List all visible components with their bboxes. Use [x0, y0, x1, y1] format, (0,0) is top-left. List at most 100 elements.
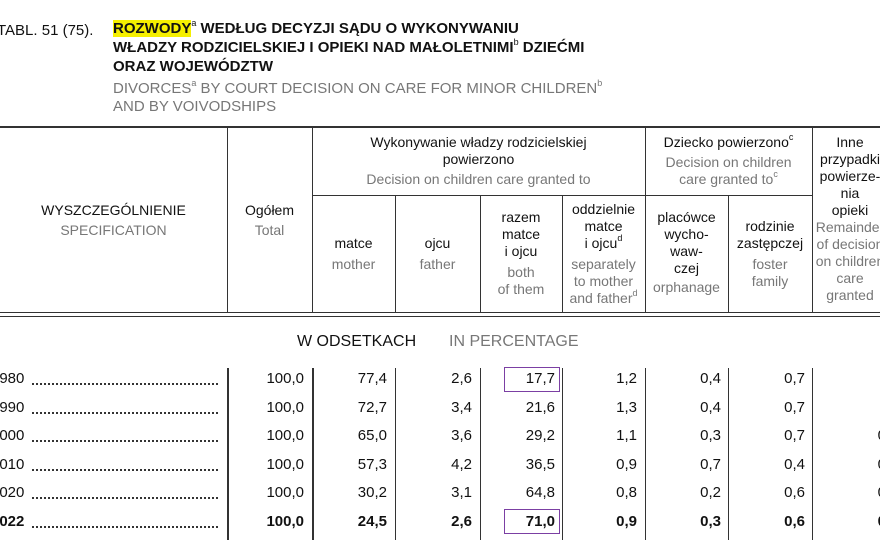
cell-value: 0: [806, 513, 880, 530]
header-text: matce: [584, 218, 623, 234]
title-highlight: ROZWODY: [113, 20, 192, 37]
header-text: of them: [497, 281, 545, 297]
header-text: placówce: [657, 209, 716, 225]
header-text: Remainder: [815, 219, 880, 235]
header-text: waw-: [670, 243, 703, 259]
header-text: i ojcud: [562, 234, 645, 252]
header-text: przypadki: [812, 151, 880, 168]
cell-value: 0,3: [700, 513, 721, 530]
header-text: foster: [728, 256, 812, 273]
header-text: separately: [562, 256, 645, 273]
header-text: wycho-: [645, 226, 728, 243]
title-pl-line2: WŁADZY RODZICIELSKIEJ I OPIEKI NAD MAŁOL…: [113, 37, 584, 57]
header-text: care: [812, 270, 880, 287]
header-text: mother: [312, 256, 395, 273]
header-text: family: [751, 273, 789, 289]
rule: [395, 195, 396, 313]
header-cell: Wykonywanie władzy rodzicielskiej powierz…: [312, 134, 645, 188]
header-text: i ojcu: [480, 243, 562, 260]
cell-value: 1,1: [616, 427, 637, 445]
rule: [312, 368, 314, 540]
cell-value: 0,7: [784, 427, 805, 445]
cell-value: 3,1: [451, 484, 472, 502]
cell-value: 1,2: [616, 370, 637, 387]
footnote-mark: b: [513, 37, 519, 47]
cell-value: 100,0: [266, 484, 304, 502]
cell-value: 72,7: [357, 398, 387, 416]
header-text: Inne: [812, 134, 880, 151]
section-title: W ODSETKACH: [297, 333, 417, 350]
leader: [32, 468, 218, 471]
header-text: przypadki: [820, 151, 880, 167]
cell-value: 21,6: [525, 398, 555, 416]
rule: [227, 127, 228, 313]
rule: [812, 127, 813, 313]
rule: [645, 368, 646, 540]
header-text: zastępczej: [728, 235, 812, 252]
header-text: matce: [501, 226, 541, 242]
cell-value: 0,9: [616, 513, 637, 530]
header-cell: placówce wycho-waw-czej orphanage: [645, 209, 728, 296]
header-text: of decision: [816, 236, 880, 252]
header-text: and father: [569, 290, 633, 306]
header-text: rodzinie: [745, 218, 795, 234]
header-text: orphanage: [645, 279, 728, 296]
cell-value: 0,8: [616, 484, 637, 502]
cell-value: 0,4: [784, 455, 805, 473]
cell-value: 64,8: [525, 484, 555, 502]
header-text: Dziecko powierzonoc: [645, 133, 812, 151]
title-text: BY COURT DECISION ON CARE FOR MINOR CHIL…: [196, 80, 598, 97]
cell-value: 0,6: [784, 513, 805, 530]
header-cell: razem matce i ojcu both of them: [480, 209, 562, 298]
header-text: razem: [501, 209, 541, 225]
cell-value: 100,0: [266, 455, 304, 473]
cell-value: 2,6: [451, 513, 472, 530]
header-text: Decision on children care granted to: [312, 171, 645, 188]
rule: [812, 368, 813, 540]
header-text: matce: [480, 226, 562, 243]
header-text: family: [728, 273, 812, 290]
header-text: orphanage: [653, 279, 720, 295]
rule: [562, 368, 563, 540]
cell-value: 0,4: [700, 370, 721, 387]
header-text: Total: [254, 222, 285, 238]
row-label: 1980: [0, 370, 25, 387]
cell-value: 71,0: [525, 513, 555, 530]
cell-value: 100,0: [266, 398, 304, 416]
header-text: both: [480, 264, 562, 281]
header-cell: Ogółem Total: [227, 202, 312, 239]
rule: [645, 127, 646, 313]
header-text: powierze-: [819, 168, 880, 184]
header-text: matce: [334, 235, 373, 251]
footnote-mark: a: [191, 18, 197, 28]
header-cell: matce mother: [312, 235, 395, 273]
header-text: foster: [752, 256, 788, 272]
title-text: DIVORCES: [113, 80, 192, 97]
header-text: matce: [312, 235, 395, 252]
cell-value: 29,2: [525, 427, 555, 445]
header-text: Ogółem: [227, 202, 312, 219]
header-text: Remainder: [812, 219, 880, 236]
cell-value: 100,0: [266, 370, 304, 387]
cell-value: 0: [806, 484, 880, 501]
header-text: on children: [812, 253, 880, 270]
header-text: granted: [826, 287, 874, 303]
cell-value: 0: [806, 427, 880, 444]
header-cell: Dziecko powierzonoc Decision on children c…: [645, 133, 812, 188]
rule: [562, 195, 563, 313]
highlight-box: [504, 367, 560, 392]
header-text: care: [836, 270, 864, 286]
header-text: Wykonywanie władzy rodzicielskiej: [312, 134, 645, 151]
header-text: to mother: [562, 273, 645, 290]
header-text: Decision on children: [665, 154, 792, 170]
row-label: 1990: [0, 398, 25, 416]
header-text: placówce: [645, 209, 728, 226]
header-text: SPECIFICATION: [0, 222, 227, 239]
cell-value: 0,7: [700, 455, 721, 473]
header-text: WYSZCZEGÓLNIENIE: [41, 202, 186, 218]
rule: [0, 316, 880, 317]
footnote-mark: b: [597, 78, 603, 88]
header-text: father: [395, 256, 480, 273]
